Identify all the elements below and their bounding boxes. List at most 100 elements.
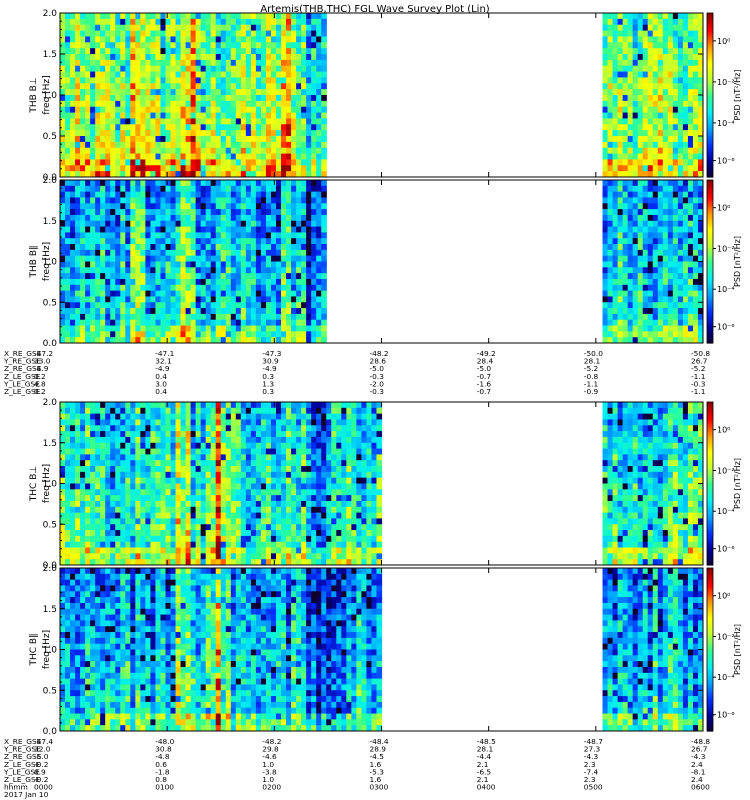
ephem-cell: 3.0 [155, 379, 167, 388]
panel-probe-label: THC B⊥ [29, 466, 39, 503]
panel-probe-label: THC B∥ [29, 633, 39, 666]
panel-thb-bperp: 0.0 0.5 1.0 1.5 2.0 THB B⊥ freq [Hz] 10⁰ 10⁻² 10⁻… [29, 9, 742, 183]
ephem-cell: -4.5 [370, 752, 385, 761]
ephem-cell: -1.1 [691, 372, 706, 381]
colorbar-tick-label: 10⁻⁴ [717, 673, 735, 682]
ephem-cell: 27.3 [584, 745, 601, 754]
ephem-cell: 0000 [34, 783, 53, 792]
ephem-cell: 1.0 [262, 775, 274, 784]
ephem-cell: -49.2 [477, 349, 496, 358]
ephem-cell: -48.2 [370, 349, 389, 358]
panel-probe-label: THB B∥ [29, 246, 39, 279]
y-axis-label: freq [Hz] [42, 242, 52, 281]
y-tick-label: 1.5 [43, 605, 57, 615]
panel-thc-bpar: 0.0 0.5 1.0 1.5 2.0 THC B∥ freq [Hz] 10⁰ 10⁻² 10⁻… [29, 564, 742, 737]
ephem-cell: -5.3 [370, 767, 385, 776]
y-axis-label: freq [Hz] [42, 75, 52, 114]
y-tick-label: 2.0 [43, 176, 58, 186]
y-tick-label: 0.5 [43, 686, 57, 696]
ephem-cell: -48.7 [584, 737, 603, 746]
ephem-cell: 30.9 [262, 357, 279, 366]
ephem-cell: 26.7 [691, 357, 708, 366]
ephem-row-label: Z_RE_GSE [4, 364, 42, 373]
ephem-cell: 33.0 [34, 357, 51, 366]
colorbar-tick-label: 10⁰ [717, 592, 730, 601]
colorbar-tick-label: 10⁻² [717, 78, 735, 87]
ephem-cell: -47.1 [155, 349, 174, 358]
ephem-cell: -0.8 [584, 372, 599, 381]
heatmap-thb-bperp [60, 13, 703, 177]
ephem-cell: 28.6 [370, 357, 387, 366]
colorbar-tick-label: 10⁻⁴ [717, 119, 735, 128]
ephem-cell: -1.1 [584, 379, 599, 388]
ephem-cell: 2.4 [691, 775, 703, 784]
ephem-cell: -4.4 [477, 752, 492, 761]
ephem-cell: 0.8 [155, 775, 167, 784]
ephem-cell: 2.1 [477, 775, 489, 784]
ephem-cell: 2.3 [584, 775, 596, 784]
colorbar-tick-label: 10⁰ [717, 426, 730, 435]
ephem-cell: -0.7 [477, 372, 492, 381]
ephem-cell: -5.0 [477, 364, 492, 373]
colorbar-thc-bperp: 10⁰ 10⁻² 10⁻⁴ 10⁻⁶ PSD [nT²/Hz] [706, 401, 742, 566]
ephem-row-label: Z_LE_GSE [4, 387, 41, 396]
y-tick-label: 1.0 [43, 646, 58, 656]
panel-thb-bpar: 0.0 0.5 1.0 1.5 2.0 THB B∥ freq [Hz] 10⁰ 10⁻² 10⁻… [29, 176, 742, 349]
ephem-cell: 26.7 [691, 745, 708, 754]
y-tick-label: 1.0 [43, 258, 58, 268]
ephem-row-label: X_RE_GSE [4, 737, 42, 746]
y-tick-label: 1.5 [43, 439, 57, 449]
ephem-cell: 28.1 [584, 357, 601, 366]
ephem-cell: 1.6 [370, 760, 382, 769]
ephem-cell: -4.9 [155, 364, 170, 373]
ephem-cell: 0400 [477, 783, 496, 792]
ephem-row-label: Z_LE_GSE [4, 760, 41, 769]
ephem-cell: 30.8 [155, 745, 172, 754]
ephem-row-label: Y_LE_GSE [3, 379, 40, 388]
ephem-cell: -5.2 [584, 364, 598, 373]
ephem-cell: 32.1 [155, 357, 172, 366]
colorbar-tick-label: 10⁰ [717, 37, 730, 46]
ephem-cell: -7.4 [584, 767, 599, 776]
ephem-cell: -48.4 [370, 737, 389, 746]
ephem-cell: -0.2 [34, 760, 48, 769]
ephem-cell: -4.9 [34, 364, 49, 373]
ephem-cell: -0.3 [370, 387, 385, 396]
colorbar-tick-label: 10⁻⁶ [717, 157, 735, 166]
ephem-cell: 28.4 [477, 357, 494, 366]
figure-title: Artemis(THB,THC) FGL Wave Survey Plot (L… [260, 4, 489, 15]
ephem-cell: 2.3 [584, 760, 596, 769]
thc-ephemeris-table: X_RE_GSEY_RE_GSEZ_RE_GSEZ_LE_GSEY_LE_GSE… [3, 737, 710, 799]
ephem-cell: -0.3 [691, 379, 706, 388]
ephem-row-label: Y_RE_GSE [3, 745, 41, 754]
ephem-cell: -0.9 [584, 387, 599, 396]
ephem-cell: 0.3 [262, 372, 274, 381]
ephem-cell: -1.6 [477, 379, 492, 388]
ephem-cell: -0.2 [34, 775, 48, 784]
ephem-cell: 0.4 [155, 387, 167, 396]
ephem-row-label: Z_RE_GSE [4, 752, 42, 761]
thb-ephemeris-table: X_RE_GSEY_RE_GSEZ_RE_GSEZ_LE_GSEY_LE_GSE… [3, 349, 710, 396]
ephem-cell: 0500 [584, 783, 603, 792]
ephem-cell: 1.6 [370, 775, 382, 784]
colorbar-label: PSD [nT²/Hz] [733, 458, 742, 509]
colorbar-tick-label: 10⁻⁶ [717, 711, 735, 720]
ephem-cell: -48.8 [691, 737, 710, 746]
ephem-cell: -5.2 [691, 364, 705, 373]
ephem-cell: 0200 [262, 783, 281, 792]
ephem-cell: 32.0 [34, 745, 51, 754]
ephem-cell: 0100 [155, 783, 174, 792]
ephem-cell: -48.5 [477, 737, 496, 746]
ephem-row-label: Y_RE_GSE [3, 357, 41, 366]
colorbar-thc-bpar: 10⁰ 10⁻² 10⁻⁴ 10⁻⁶ PSD [nT²/Hz] [706, 567, 742, 732]
heatmap-thc-bperp [60, 402, 703, 565]
ephem-cell: -4.8 [155, 752, 170, 761]
ephem-cell: 1.3 [262, 379, 274, 388]
ephem-cell: 28.1 [477, 745, 494, 754]
y-tick-label: 2.0 [43, 564, 58, 574]
y-tick-label: 0.5 [43, 520, 57, 530]
colorbar-thb-bperp: 10⁰ 10⁻² 10⁻⁴ 10⁻⁶ PSD [nT²/Hz] [706, 12, 742, 178]
ephem-cell: 0.4 [155, 372, 167, 381]
ephem-cell: -6.5 [477, 767, 492, 776]
y-tick-label: 0.0 [43, 561, 58, 571]
